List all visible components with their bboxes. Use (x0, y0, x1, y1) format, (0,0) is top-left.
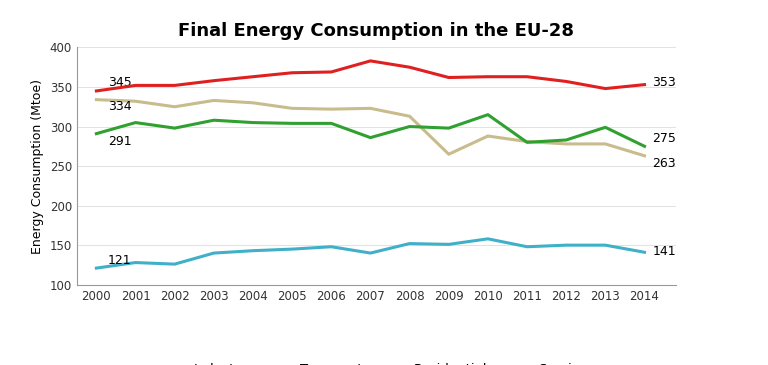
Transport (287, 70, 296, 75)
Transport (366, 59, 375, 63)
Industry (91, 97, 101, 102)
Transport (91, 89, 101, 93)
Services (209, 251, 218, 255)
Industry (248, 101, 257, 105)
Transport (444, 75, 453, 80)
Text: 275: 275 (652, 132, 676, 145)
Industry (287, 106, 296, 111)
Residential (405, 124, 414, 129)
Transport (170, 83, 179, 88)
Residential (601, 125, 610, 130)
Residential (170, 126, 179, 130)
Residential (131, 120, 140, 125)
Line: Services: Services (96, 239, 644, 268)
Residential (209, 118, 218, 122)
Services (444, 242, 453, 247)
Transport (483, 74, 492, 79)
Services (483, 237, 492, 241)
Residential (287, 121, 296, 126)
Industry (170, 104, 179, 109)
Residential (561, 138, 571, 142)
Services (522, 245, 531, 249)
Text: 334: 334 (108, 100, 132, 114)
Residential (366, 135, 375, 140)
Transport (561, 79, 571, 84)
Y-axis label: Energy Consumption (Mtoe): Energy Consumption (Mtoe) (31, 78, 44, 254)
Text: 345: 345 (108, 76, 132, 89)
Industry (405, 114, 414, 118)
Residential (483, 112, 492, 117)
Services (170, 262, 179, 266)
Services (405, 241, 414, 246)
Industry (561, 142, 571, 146)
Residential (326, 121, 336, 126)
Industry (601, 142, 610, 146)
Transport (131, 83, 140, 88)
Text: 291: 291 (108, 135, 132, 148)
Industry (483, 134, 492, 138)
Services (131, 260, 140, 265)
Services (287, 247, 296, 251)
Text: 121: 121 (108, 254, 132, 267)
Services (640, 250, 649, 254)
Services (248, 249, 257, 253)
Legend: Industry, Transport, Residential, Services: Industry, Transport, Residential, Servic… (153, 358, 600, 365)
Transport (209, 78, 218, 83)
Industry (131, 99, 140, 103)
Transport (248, 74, 257, 79)
Transport (640, 82, 649, 87)
Services (601, 243, 610, 247)
Transport (522, 74, 531, 79)
Transport (405, 65, 414, 69)
Line: Industry: Industry (96, 100, 644, 156)
Transport (601, 87, 610, 91)
Line: Residential: Residential (96, 115, 644, 146)
Services (366, 251, 375, 255)
Industry (209, 98, 218, 103)
Industry (640, 154, 649, 158)
Industry (326, 107, 336, 111)
Industry (444, 152, 453, 156)
Industry (366, 106, 375, 111)
Residential (444, 126, 453, 130)
Residential (248, 120, 257, 125)
Residential (522, 140, 531, 145)
Industry (522, 139, 531, 144)
Transport (326, 70, 336, 74)
Services (561, 243, 571, 247)
Residential (640, 144, 649, 149)
Text: 141: 141 (652, 245, 676, 258)
Text: 353: 353 (652, 76, 676, 89)
Services (91, 266, 101, 270)
Title: Final Energy Consumption in the EU-28: Final Energy Consumption in the EU-28 (178, 22, 574, 41)
Line: Transport: Transport (96, 61, 644, 91)
Residential (91, 131, 101, 136)
Services (326, 245, 336, 249)
Text: 263: 263 (652, 157, 676, 170)
